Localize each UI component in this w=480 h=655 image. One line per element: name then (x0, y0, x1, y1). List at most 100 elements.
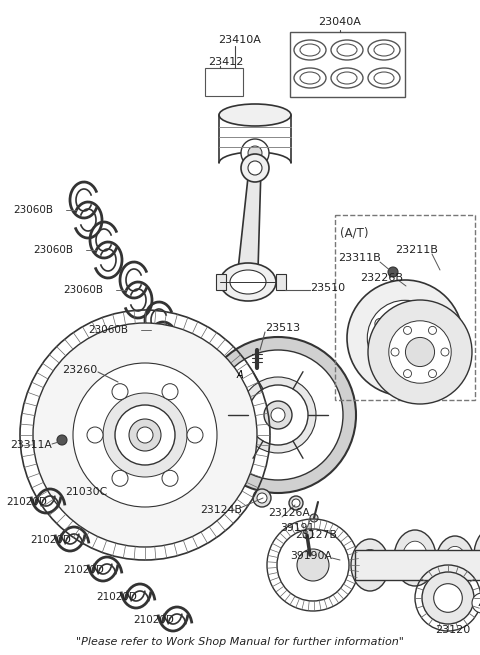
Text: 23126A: 23126A (268, 508, 310, 518)
Text: 23060B: 23060B (13, 205, 53, 215)
Circle shape (187, 427, 203, 443)
Circle shape (404, 369, 411, 378)
Circle shape (162, 384, 178, 400)
Text: 39191: 39191 (280, 523, 314, 533)
Ellipse shape (300, 72, 320, 84)
Circle shape (257, 493, 267, 503)
Circle shape (87, 427, 103, 443)
Circle shape (434, 584, 462, 612)
Text: 21020D: 21020D (96, 592, 137, 602)
Circle shape (112, 470, 128, 486)
Ellipse shape (294, 68, 326, 88)
Ellipse shape (294, 40, 326, 60)
Circle shape (248, 385, 308, 445)
Circle shape (230, 365, 250, 385)
Ellipse shape (374, 44, 394, 56)
Text: 23120: 23120 (435, 625, 470, 635)
Text: 39190A: 39190A (290, 551, 332, 561)
Circle shape (310, 514, 318, 522)
Circle shape (388, 320, 422, 356)
Ellipse shape (374, 72, 394, 84)
Text: 23211B: 23211B (395, 245, 438, 255)
Ellipse shape (351, 539, 389, 591)
Ellipse shape (359, 550, 382, 580)
Circle shape (472, 593, 480, 613)
Circle shape (303, 529, 313, 539)
Circle shape (213, 350, 343, 480)
Text: "Please refer to Work Shop Manual for further information": "Please refer to Work Shop Manual for fu… (76, 637, 404, 647)
Circle shape (391, 348, 399, 356)
Circle shape (404, 326, 411, 335)
Circle shape (400, 304, 410, 314)
Ellipse shape (444, 546, 467, 578)
Ellipse shape (368, 68, 400, 88)
Ellipse shape (474, 527, 480, 583)
Circle shape (388, 267, 398, 277)
Circle shape (253, 489, 271, 507)
Circle shape (292, 499, 300, 507)
Text: 23060B: 23060B (33, 245, 73, 255)
Ellipse shape (220, 263, 276, 301)
Text: 21020D: 21020D (63, 565, 104, 575)
Text: 23410A: 23410A (218, 35, 261, 45)
Circle shape (425, 318, 435, 329)
Circle shape (347, 280, 463, 396)
Circle shape (429, 369, 436, 378)
Circle shape (289, 496, 303, 510)
Ellipse shape (300, 44, 320, 56)
Text: 23311B: 23311B (338, 253, 381, 263)
Text: 23124B: 23124B (200, 505, 242, 515)
Circle shape (271, 408, 285, 422)
Text: 23127B: 23127B (295, 530, 337, 540)
Ellipse shape (368, 40, 400, 60)
Circle shape (248, 146, 262, 160)
Text: 23040A: 23040A (318, 17, 361, 27)
Circle shape (241, 139, 269, 167)
Circle shape (240, 377, 316, 453)
Circle shape (400, 362, 410, 372)
Circle shape (367, 300, 443, 376)
Ellipse shape (337, 44, 357, 56)
Circle shape (425, 348, 435, 358)
Circle shape (264, 401, 292, 429)
Text: 21020D: 21020D (6, 497, 47, 507)
Text: A: A (479, 598, 480, 608)
Bar (216, 274, 226, 290)
Text: 21030C: 21030C (65, 487, 107, 497)
Ellipse shape (331, 40, 363, 60)
Circle shape (103, 393, 187, 477)
Ellipse shape (394, 530, 436, 586)
Circle shape (112, 384, 128, 400)
Circle shape (33, 323, 257, 547)
Polygon shape (238, 168, 261, 270)
Text: 23510: 23510 (310, 283, 345, 293)
Circle shape (397, 330, 413, 346)
Bar (290, 32, 405, 97)
Circle shape (137, 427, 153, 443)
Text: 23311A: 23311A (10, 440, 52, 450)
Bar (355, 550, 480, 580)
Text: A: A (237, 370, 243, 380)
Text: 23060B: 23060B (63, 285, 103, 295)
Ellipse shape (402, 541, 428, 575)
Circle shape (422, 572, 474, 624)
Text: (A/T): (A/T) (340, 226, 369, 239)
Bar (205, 68, 243, 96)
Text: 21020D: 21020D (133, 615, 174, 625)
Circle shape (389, 321, 451, 383)
Circle shape (162, 470, 178, 486)
Ellipse shape (436, 536, 474, 588)
Circle shape (297, 549, 329, 581)
Ellipse shape (337, 72, 357, 84)
Bar (335, 215, 475, 400)
Text: 23260: 23260 (62, 365, 97, 375)
Circle shape (73, 363, 217, 507)
Ellipse shape (230, 270, 266, 294)
Circle shape (406, 337, 434, 367)
Ellipse shape (331, 68, 363, 88)
Circle shape (248, 161, 262, 175)
Circle shape (441, 348, 449, 356)
Text: 23513: 23513 (265, 323, 300, 333)
Circle shape (200, 337, 356, 493)
Bar (276, 274, 286, 290)
